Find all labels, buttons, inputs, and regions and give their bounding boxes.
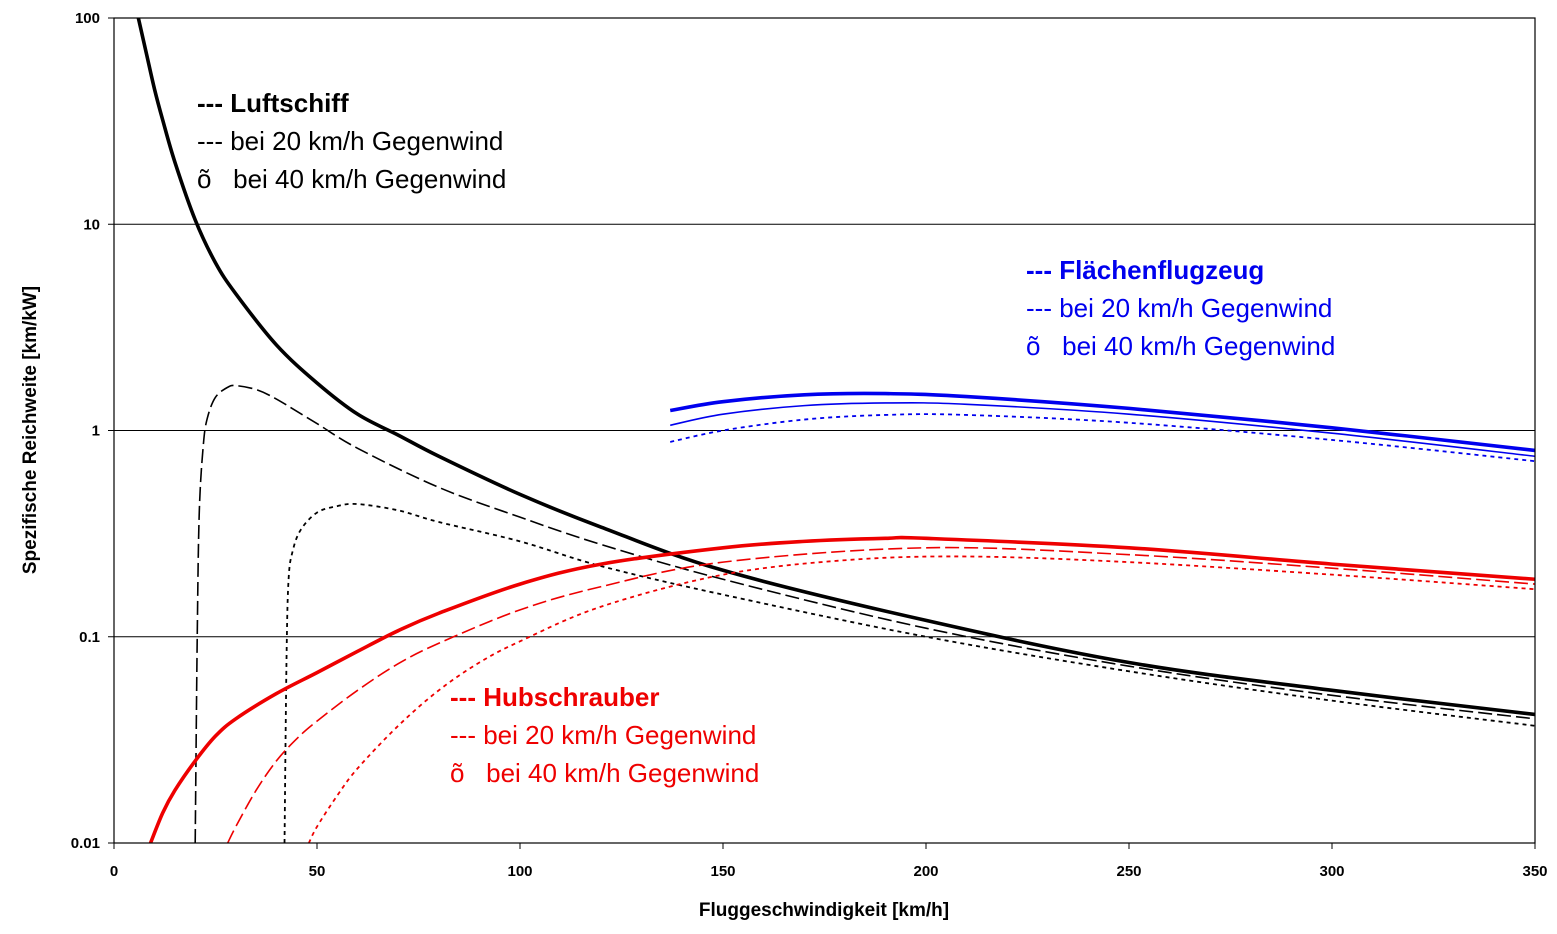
legend-flaechenflugzeug-line-1: --- bei 20 km/h Gegenwind: [1026, 293, 1332, 323]
y-axis-title: Spezifische Reichweite [km/kW]: [20, 286, 41, 574]
y-tick-label-2: 1: [92, 423, 100, 440]
x-tick-label-6: 300: [1319, 863, 1344, 880]
x-tick-label-4: 200: [913, 863, 938, 880]
series-flaechenflugzeug-thin: [670, 401, 1535, 458]
x-tick-label-7: 350: [1522, 863, 1547, 880]
x-tick-label-2: 100: [507, 863, 532, 880]
legend-luftschiff: --- Luftschiff --- bei 20 km/h Gegenwind õ…: [197, 88, 506, 194]
series-hubschrauber-dot: [308, 555, 1535, 843]
tick-layer: 0 50 100 150 200 250 300 350 0.01 0.1 1 10 100: [71, 10, 1548, 880]
legend-flaechenflugzeug-line-2: õ bei 40 km/h Gegenwind: [1026, 331, 1335, 361]
x-tick-label-3: 150: [710, 863, 735, 880]
series-luftschiff-dot: [283, 502, 1535, 843]
series-hubschrauber-dash: [226, 546, 1535, 843]
x-tick-label-5: 250: [1116, 863, 1141, 880]
y-tick-label-1: 0.1: [79, 629, 100, 646]
x-tick-label-0: 0: [110, 863, 118, 880]
legend-luftschiff-line-2: õ bei 40 km/h Gegenwind: [197, 164, 506, 194]
legend-hubschrauber-line-2: õ bei 40 km/h Gegenwind: [450, 758, 759, 788]
legend-luftschiff-line-1: --- bei 20 km/h Gegenwind: [197, 126, 503, 156]
series-hubschrauber-thick: [148, 535, 1535, 843]
legend-hubschrauber-line-0: --- Hubschrauber: [450, 682, 659, 712]
series-luftschiff-thick: [136, 18, 1535, 717]
series-layer: [136, 18, 1535, 843]
legend-flaechenflugzeug-line-0: --- Flächenflugzeug: [1026, 255, 1264, 285]
x-axis-title: Fluggeschwindigkeit [km/h]: [699, 900, 949, 921]
y-tick-label-4: 100: [75, 10, 100, 27]
y-tick-label-0: 0.01: [71, 835, 100, 852]
series-luftschiff-dash: [194, 384, 1535, 843]
x-tick-label-1: 50: [309, 863, 326, 880]
series-flaechenflugzeug-thick: [669, 391, 1535, 453]
y-tick-label-3: 10: [83, 216, 100, 233]
legend-layer: --- Luftschiff --- bei 20 km/h Gegenwind õ…: [197, 88, 1335, 788]
legend-hubschrauber-line-1: --- bei 20 km/h Gegenwind: [450, 720, 756, 750]
legend-luftschiff-line-0: --- Luftschiff: [197, 88, 349, 118]
legend-hubschrauber: --- Hubschrauber --- bei 20 km/h Gegenwin…: [450, 682, 759, 788]
series-flaechenflugzeug-dot: [670, 413, 1535, 463]
legend-flaechenflugzeug: --- Flächenflugzeug --- bei 20 km/h Gegen…: [1026, 255, 1335, 361]
